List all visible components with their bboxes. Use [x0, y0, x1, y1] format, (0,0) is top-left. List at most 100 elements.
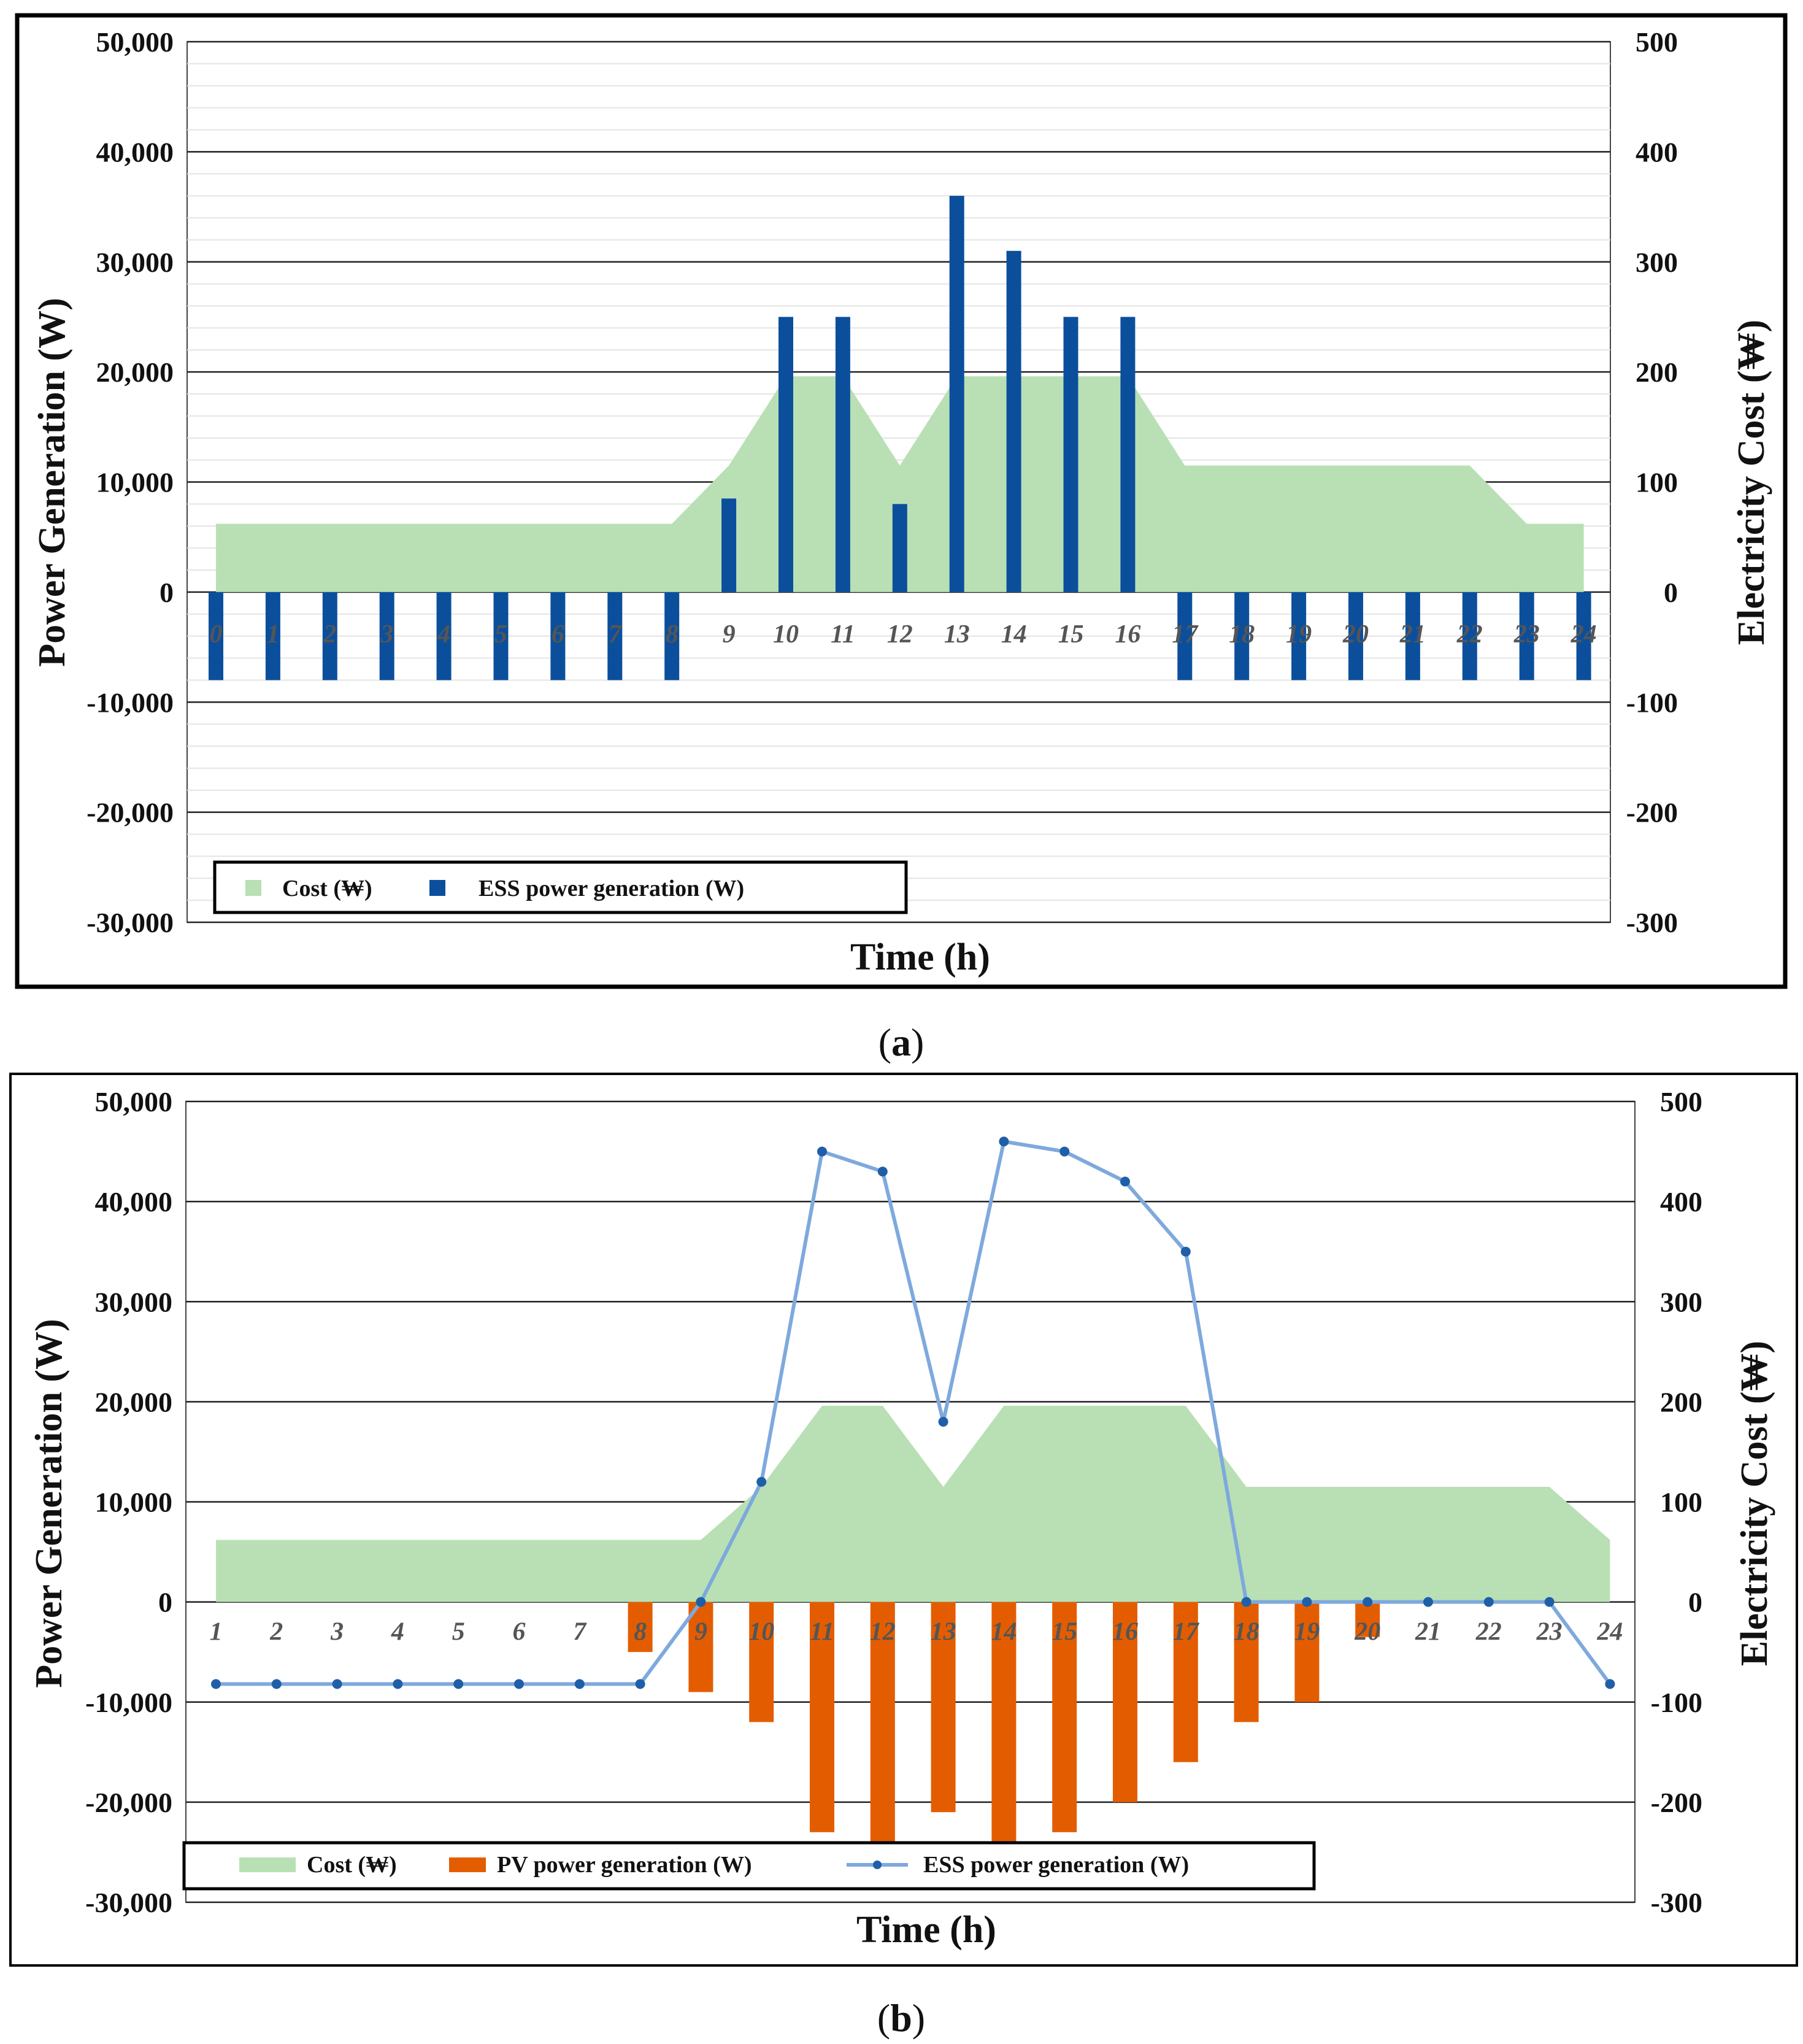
x-tick-label: 13	[944, 620, 970, 649]
x-tick-label: 23	[1513, 620, 1540, 649]
ess-marker	[211, 1679, 221, 1689]
x-tick-label: 14	[991, 1618, 1017, 1646]
x-tick-label: 17	[1173, 1618, 1200, 1646]
x-tick-label: 22	[1475, 1618, 1502, 1646]
y2-tick-label: 500	[1660, 1086, 1702, 1117]
panel-a-caption-open: (	[878, 1020, 891, 1064]
panel-a-legend: Cost (₩) ESS power generation (W)	[213, 860, 908, 914]
pv-bar	[1113, 1602, 1137, 1802]
panel-a-legend-box	[213, 860, 908, 914]
pv-bar	[628, 1602, 653, 1653]
y2-tick-label: 300	[1660, 1286, 1702, 1317]
x-tick-label: 12	[870, 1618, 896, 1646]
ess-bar	[778, 317, 793, 592]
x-tick-label: 24	[1570, 620, 1597, 649]
y-tick-label: 20,000	[96, 357, 174, 388]
ess-marker	[1423, 1597, 1433, 1607]
x-tick-label: 6	[513, 1618, 526, 1646]
x-tick-label: 16	[1115, 620, 1140, 649]
panel-a-frame	[15, 13, 1788, 989]
ess-marker	[271, 1679, 282, 1689]
y-tick-label: -20,000	[85, 1787, 172, 1818]
panel-b-legend-ess-label: ESS power generation (W)	[923, 1852, 1189, 1878]
y2-tick-label: 0	[1688, 1587, 1702, 1618]
pv-bar	[1294, 1602, 1320, 1702]
x-tick-label: 6	[552, 620, 564, 649]
ess-line	[216, 1140, 1612, 1686]
x-tick-label: 21	[1415, 1618, 1441, 1646]
y-tick-label: 20,000	[95, 1386, 173, 1417]
x-tick-label: 21	[1399, 620, 1426, 649]
x-tick-label: 14	[1001, 620, 1027, 649]
ess-bar	[436, 592, 452, 681]
y2-tick-label: 500	[1636, 26, 1678, 58]
ess-bar	[379, 592, 394, 681]
y2-tick-label: 0	[1664, 577, 1678, 608]
pv-bar	[1355, 1602, 1380, 1637]
panel-b-cost-area-layer	[216, 1405, 1610, 1602]
ess-marker	[1544, 1597, 1555, 1607]
ess-marker	[999, 1136, 1009, 1147]
ess-bar	[209, 592, 223, 681]
ess-marker	[817, 1146, 827, 1157]
panel-b-caption-letter: b	[890, 1996, 912, 2040]
ess-bar	[1234, 592, 1250, 681]
ess-marker	[393, 1679, 403, 1689]
x-tick-label: 8	[666, 620, 679, 649]
pv-bar	[1234, 1602, 1259, 1722]
y-tick-label: 0	[158, 1587, 172, 1618]
panel-a-ess-bar-layer	[209, 196, 1591, 681]
y-tick-label: 30,000	[95, 1286, 173, 1317]
y-tick-label: -10,000	[85, 1687, 172, 1718]
y2-tick-label: -200	[1626, 797, 1678, 828]
x-tick-label: 1	[210, 1618, 223, 1646]
ess-marker	[938, 1417, 948, 1427]
panel-b-left-tick-labels: 50,000 40,000 30,000 20,000 10,000 0 -10,000 -2…	[85, 1086, 172, 1918]
y2-tick-label: 100	[1636, 467, 1678, 498]
x-tick-label: 23	[1536, 1618, 1563, 1646]
ess-bar	[892, 504, 907, 592]
y-tick-label: -30,000	[85, 1887, 172, 1918]
panel-b-legend-cost-swatch	[239, 1857, 296, 1872]
ess-bar	[1462, 592, 1477, 681]
ess-bar	[322, 592, 337, 681]
panel-b-legend: Cost (₩) PV power generation (W) ESS pow…	[182, 1841, 1316, 1891]
y2-tick-label: 100	[1660, 1487, 1702, 1518]
panel-b-legend-box	[182, 1841, 1316, 1891]
cost-area	[216, 376, 1584, 592]
ess-marker	[453, 1679, 464, 1689]
ess-bar	[721, 498, 737, 592]
y-tick-label: 40,000	[95, 1186, 173, 1217]
x-tick-label: 10	[748, 1618, 774, 1646]
ess-marker	[1483, 1597, 1494, 1607]
panel-b-caption: (b)	[877, 1996, 925, 2040]
pv-bar	[1052, 1602, 1077, 1832]
panel-a-legend-cost-swatch	[245, 880, 261, 896]
y2-tick-label: -200	[1651, 1787, 1702, 1818]
ess-bar	[1120, 317, 1136, 592]
ess-marker	[1302, 1597, 1312, 1607]
ess-bar	[493, 592, 509, 681]
x-tick-label: 1	[266, 620, 279, 649]
pv-bar	[749, 1602, 774, 1722]
pv-bar	[1173, 1602, 1198, 1762]
x-tick-label: 10	[773, 620, 799, 649]
ess-bar	[1006, 250, 1021, 592]
ess-bar	[1063, 317, 1078, 592]
x-tick-label: 7	[573, 1618, 587, 1646]
cost-area	[216, 1405, 1610, 1602]
x-tick-label: 15	[1051, 1618, 1077, 1646]
panel-b-frame	[9, 1073, 1798, 1967]
ess-bar	[1348, 592, 1363, 681]
pv-bar	[991, 1602, 1017, 1853]
x-tick-label: 17	[1172, 620, 1199, 649]
panel-a: 0 1 2 3 4 5 6 7 8 9 10 11 12 13 14 15 16 17 18 19 20 21 22 23 24…	[15, 13, 1788, 1064]
x-tick-label: 11	[831, 620, 855, 649]
y2-tick-label: 400	[1660, 1186, 1702, 1217]
ess-marker	[877, 1167, 888, 1177]
panel-b-pv-bar-layer	[628, 1602, 1380, 1853]
x-tick-label: 5	[452, 1618, 465, 1646]
panel-a-cost-area-layer	[216, 376, 1584, 592]
ess-bar	[835, 317, 850, 592]
x-tick-label: 15	[1058, 620, 1084, 649]
